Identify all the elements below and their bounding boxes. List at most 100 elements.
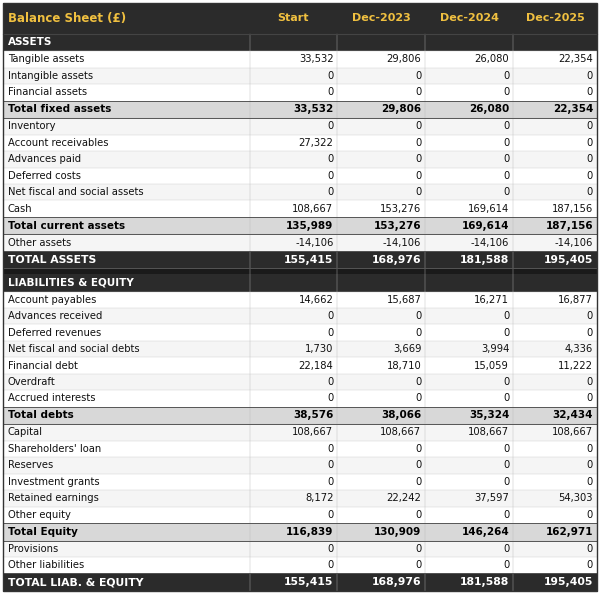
Text: 22,354: 22,354 <box>553 105 593 115</box>
Text: 108,667: 108,667 <box>380 428 421 438</box>
Text: Total debts: Total debts <box>8 410 74 421</box>
Text: 1,730: 1,730 <box>305 344 334 354</box>
Text: 0: 0 <box>503 138 509 148</box>
Text: 0: 0 <box>415 87 421 97</box>
Bar <box>3 217 597 235</box>
Text: 116,839: 116,839 <box>286 527 334 537</box>
Text: Account receivables: Account receivables <box>8 138 109 148</box>
Text: 0: 0 <box>415 171 421 181</box>
Text: 0: 0 <box>587 328 593 337</box>
Bar <box>3 324 597 341</box>
Text: 0: 0 <box>503 71 509 81</box>
Bar <box>3 358 597 374</box>
Text: 0: 0 <box>587 87 593 97</box>
Text: Advances paid: Advances paid <box>8 154 81 165</box>
Text: 22,184: 22,184 <box>299 361 334 371</box>
Text: 0: 0 <box>327 477 334 487</box>
Text: 0: 0 <box>587 477 593 487</box>
Text: Retained earnings: Retained earnings <box>8 493 99 503</box>
Text: 0: 0 <box>587 377 593 387</box>
Text: 0: 0 <box>587 121 593 131</box>
Text: 0: 0 <box>503 87 509 97</box>
Text: 0: 0 <box>415 328 421 337</box>
Text: 0: 0 <box>503 544 509 554</box>
Text: Start: Start <box>278 13 309 23</box>
Text: Investment grants: Investment grants <box>8 477 100 487</box>
Text: 38,066: 38,066 <box>381 410 421 421</box>
Bar <box>3 34 597 51</box>
Text: 0: 0 <box>415 393 421 403</box>
Text: 0: 0 <box>327 311 334 321</box>
Text: 16,877: 16,877 <box>558 295 593 305</box>
Text: Total Equity: Total Equity <box>8 527 78 537</box>
Text: 0: 0 <box>327 328 334 337</box>
Text: 0: 0 <box>327 187 334 197</box>
Text: 0: 0 <box>587 187 593 197</box>
Text: -14,106: -14,106 <box>471 238 509 248</box>
Text: 108,667: 108,667 <box>552 428 593 438</box>
Text: 0: 0 <box>327 560 334 570</box>
Text: 153,276: 153,276 <box>374 221 421 230</box>
Bar <box>3 341 597 358</box>
Text: Other liabilities: Other liabilities <box>8 560 84 570</box>
Bar <box>3 407 597 424</box>
Text: 29,806: 29,806 <box>386 55 421 65</box>
Text: 0: 0 <box>415 510 421 520</box>
Text: Dec-2023: Dec-2023 <box>352 13 411 23</box>
Text: 0: 0 <box>327 154 334 165</box>
Text: Provisions: Provisions <box>8 544 58 554</box>
Bar <box>3 251 597 268</box>
Text: Tangible assets: Tangible assets <box>8 55 85 65</box>
Text: 4,336: 4,336 <box>565 344 593 354</box>
Bar <box>3 268 597 274</box>
Text: 18,710: 18,710 <box>386 361 421 371</box>
Text: 0: 0 <box>327 510 334 520</box>
Text: 0: 0 <box>327 71 334 81</box>
Text: 37,597: 37,597 <box>475 493 509 503</box>
Text: 32,434: 32,434 <box>553 410 593 421</box>
Text: 0: 0 <box>587 71 593 81</box>
Text: 155,415: 155,415 <box>284 255 334 265</box>
Bar <box>3 100 597 118</box>
Text: 168,976: 168,976 <box>372 255 421 265</box>
Text: 0: 0 <box>415 138 421 148</box>
Text: 0: 0 <box>327 393 334 403</box>
Text: Dec-2025: Dec-2025 <box>526 13 584 23</box>
Text: 169,614: 169,614 <box>462 221 509 230</box>
Text: 0: 0 <box>327 171 334 181</box>
Text: 33,532: 33,532 <box>293 105 334 115</box>
Text: 15,687: 15,687 <box>386 295 421 305</box>
Text: Deferred revenues: Deferred revenues <box>8 328 101 337</box>
Text: 0: 0 <box>587 393 593 403</box>
Text: 135,989: 135,989 <box>286 221 334 230</box>
Text: 11,222: 11,222 <box>558 361 593 371</box>
Text: 155,415: 155,415 <box>284 577 334 587</box>
Bar <box>3 390 597 407</box>
Text: 146,264: 146,264 <box>461 527 509 537</box>
Bar <box>3 424 597 441</box>
Text: 0: 0 <box>587 311 593 321</box>
Text: 38,576: 38,576 <box>293 410 334 421</box>
Text: 187,156: 187,156 <box>545 221 593 230</box>
Text: Dec-2024: Dec-2024 <box>440 13 499 23</box>
Bar <box>3 541 597 557</box>
Text: Balance Sheet (£): Balance Sheet (£) <box>8 12 126 25</box>
Text: Financial debt: Financial debt <box>8 361 78 371</box>
Text: 108,667: 108,667 <box>292 428 334 438</box>
Text: 0: 0 <box>587 171 593 181</box>
Text: LIABILITIES & EQUITY: LIABILITIES & EQUITY <box>8 278 134 287</box>
Text: 195,405: 195,405 <box>544 255 593 265</box>
Bar <box>3 573 597 591</box>
Text: -14,106: -14,106 <box>295 238 334 248</box>
Text: 0: 0 <box>327 460 334 470</box>
Text: Total fixed assets: Total fixed assets <box>8 105 112 115</box>
Bar <box>3 292 597 308</box>
Bar <box>3 168 597 184</box>
Text: 26,080: 26,080 <box>469 105 509 115</box>
Text: 0: 0 <box>503 121 509 131</box>
Text: 0: 0 <box>587 154 593 165</box>
Bar <box>3 151 597 168</box>
Text: 0: 0 <box>503 510 509 520</box>
Text: 130,909: 130,909 <box>374 527 421 537</box>
Text: 0: 0 <box>415 71 421 81</box>
